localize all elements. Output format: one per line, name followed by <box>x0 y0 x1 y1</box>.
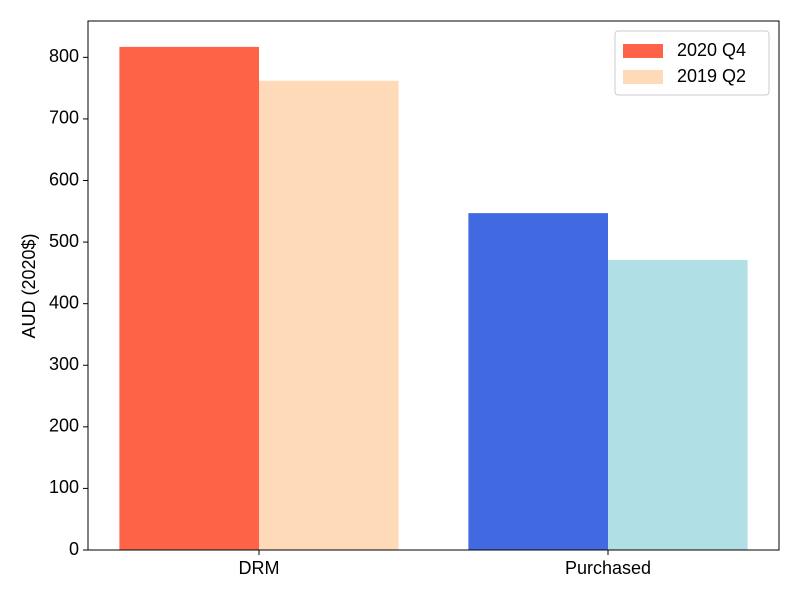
x-tick-label: DRM <box>239 558 280 578</box>
bar <box>607 259 748 550</box>
y-axis-label: AUD (2020$) <box>19 233 39 338</box>
y-tick-label: 400 <box>49 292 79 312</box>
y-tick-label: 200 <box>49 416 79 436</box>
y-tick-label: 0 <box>69 539 79 559</box>
legend-swatch <box>623 70 663 84</box>
bar <box>119 46 260 550</box>
y-tick-label: 300 <box>49 354 79 374</box>
bar <box>259 80 399 550</box>
legend-label: 2020 Q4 <box>677 40 746 60</box>
y-tick-label: 700 <box>49 108 79 128</box>
y-tick-label: 500 <box>49 231 79 251</box>
y-tick-label: 100 <box>49 477 79 497</box>
bar <box>468 213 608 550</box>
plot-frame <box>87 20 780 551</box>
legend-swatch <box>623 44 663 58</box>
x-tick-label: Purchased <box>565 558 651 578</box>
y-tick-label: 600 <box>49 169 79 189</box>
y-tick-label: 800 <box>49 46 79 66</box>
legend-label: 2019 Q2 <box>677 66 746 86</box>
